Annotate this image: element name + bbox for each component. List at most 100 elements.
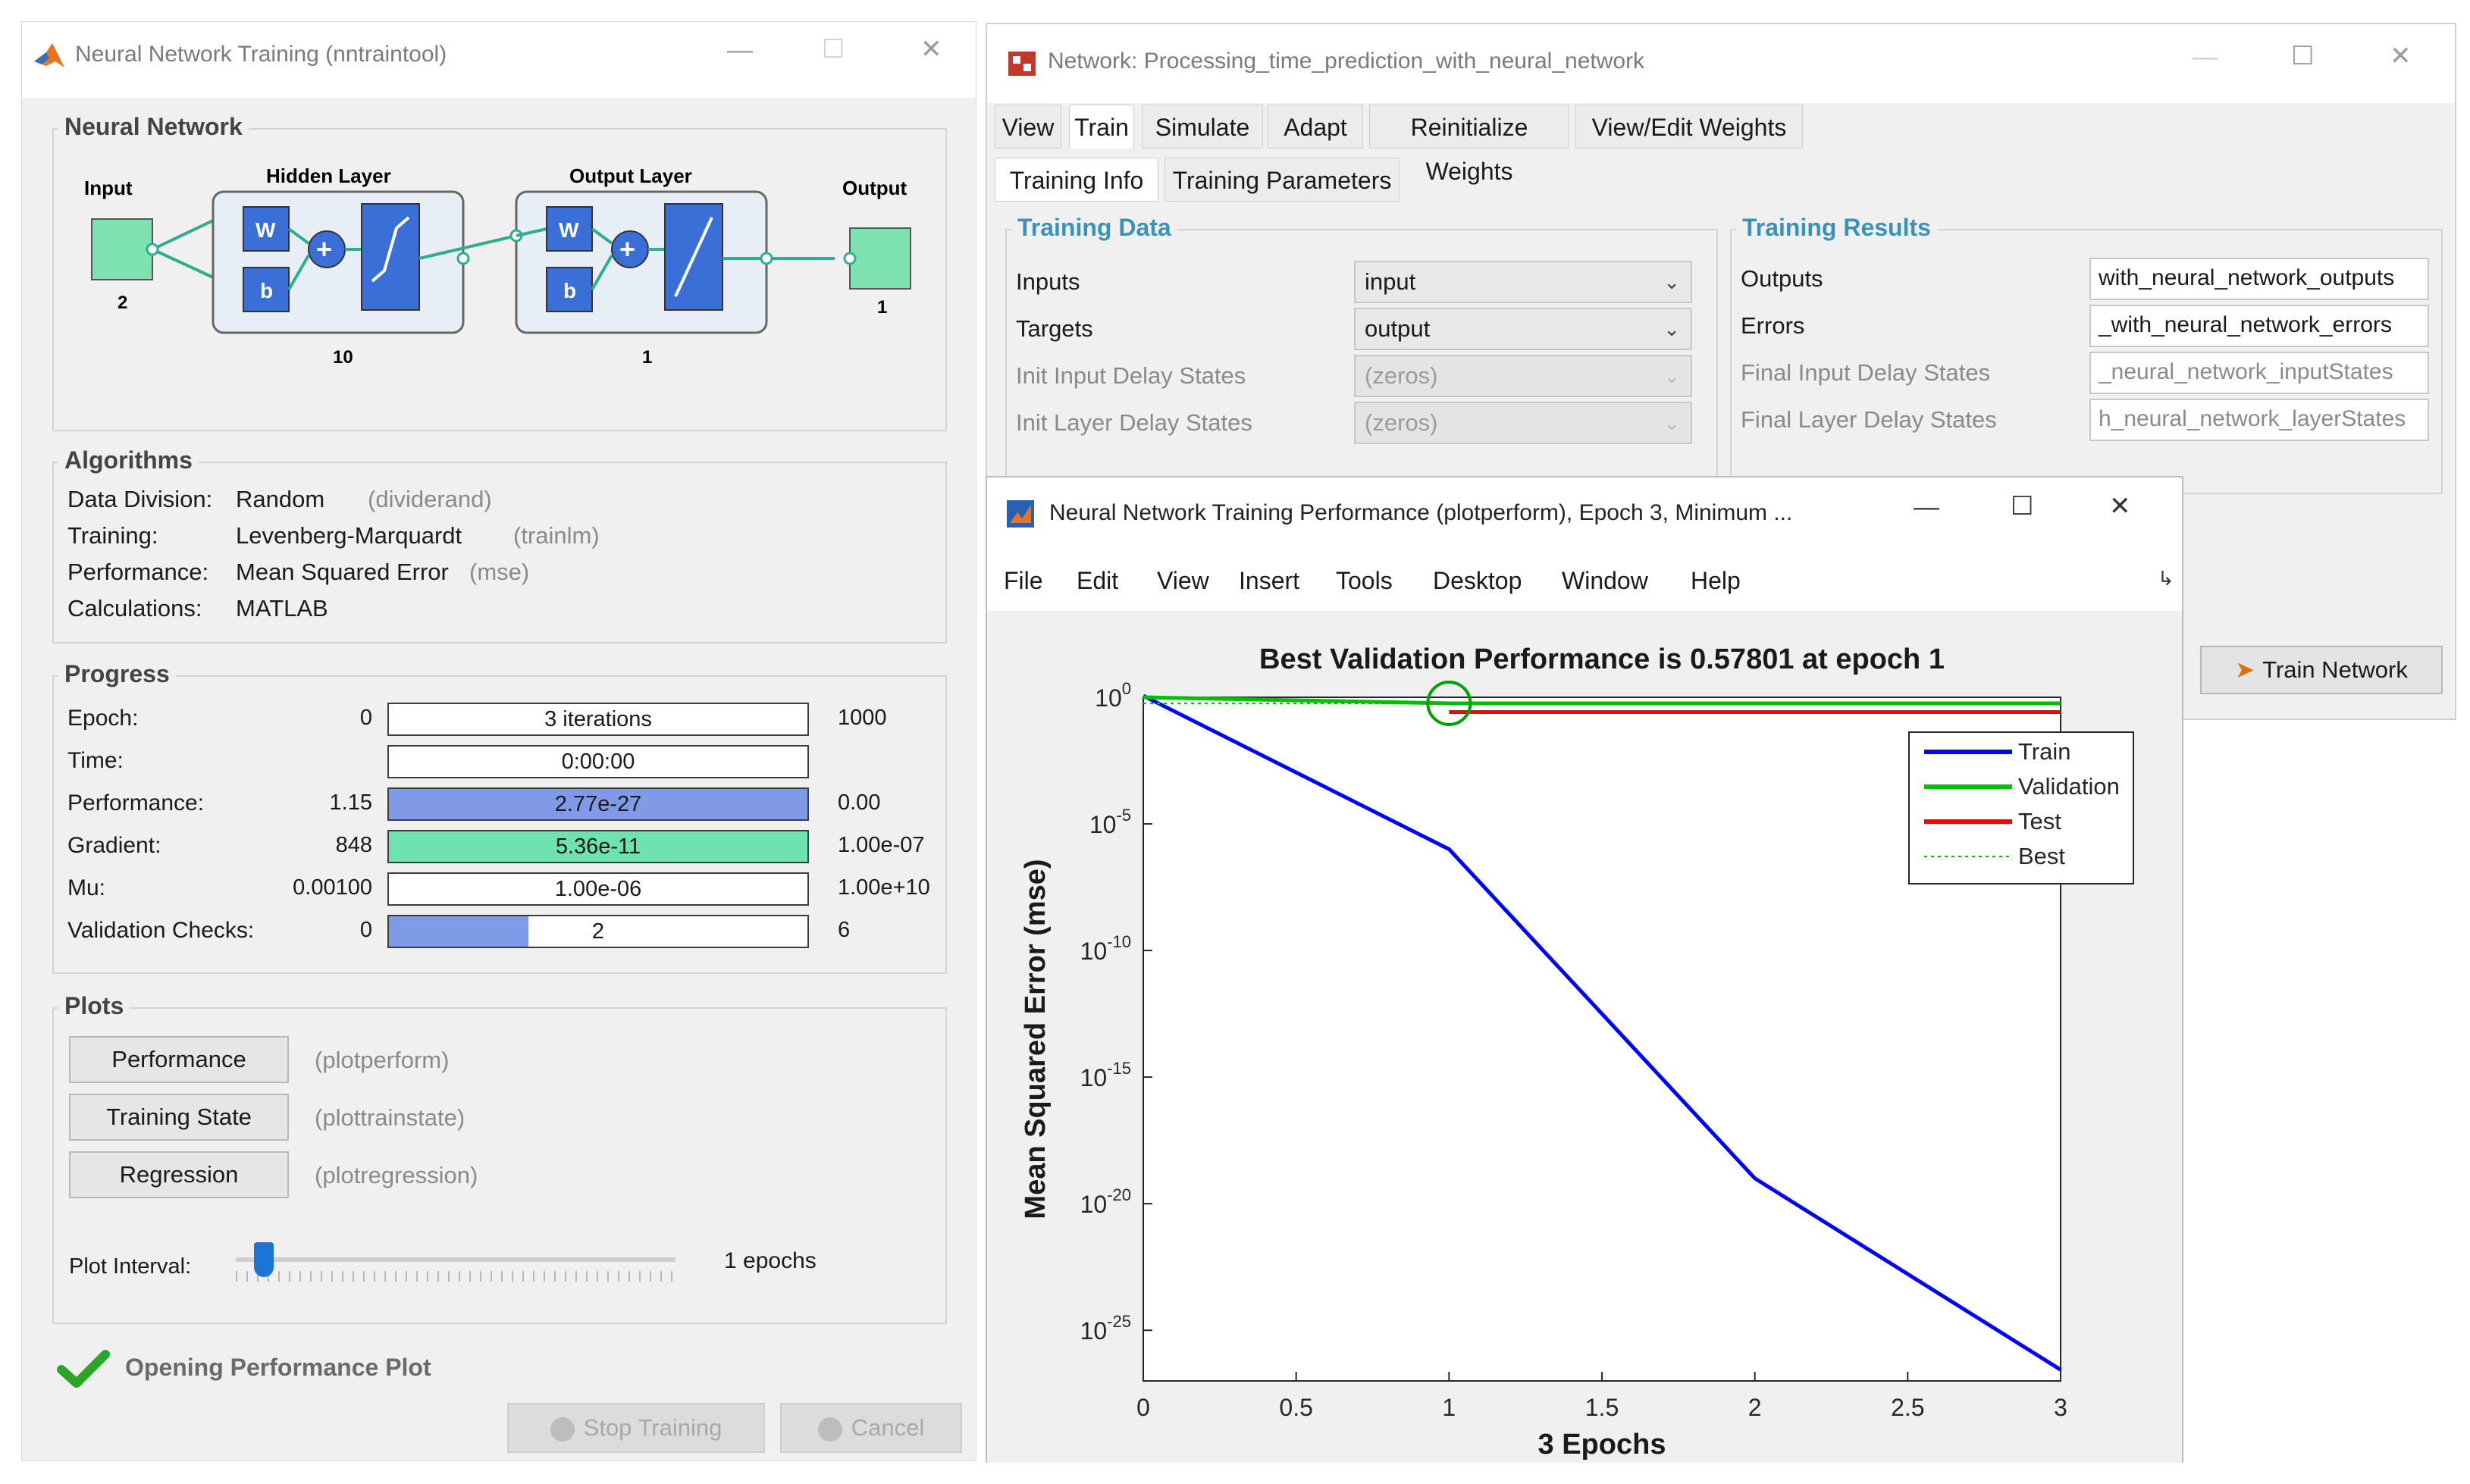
network-subtab-bar: Training Info Training Parameters (995, 158, 2435, 203)
performance-close-button[interactable]: ✕ (2109, 492, 2131, 521)
plot-area (1143, 697, 2061, 1382)
tab-view-edit-weights[interactable]: View/Edit Weights (1575, 105, 1803, 149)
input-size: 2 (118, 293, 127, 313)
tab-adapt[interactable]: Adapt (1268, 105, 1363, 149)
y-tick-label: 10-20 (1080, 1185, 1131, 1218)
hidden-layer-label: Hidden Layer (266, 164, 391, 187)
legend-label: Validation (2018, 773, 2120, 800)
progress-row-label: Time: (67, 748, 124, 773)
network-minimize-button[interactable]: — (2193, 42, 2218, 71)
progress-bar-text: 5.36e-11 (555, 834, 641, 859)
progress-end-value: 0.00 (838, 791, 881, 815)
hidden-w-block (243, 206, 290, 252)
network-window: Network: Processing_time_prediction_with… (986, 23, 2456, 720)
network-diagram: Input 2 Hidden Layer W b + 10 Output Lay… (84, 164, 911, 368)
train-network-button[interactable]: ➤ Train Network (2200, 646, 2443, 694)
plot-button-note: (plottrainstate) (315, 1104, 465, 1131)
stop-icon (550, 1417, 575, 1442)
plot-button-training-state[interactable]: Training State (69, 1094, 289, 1141)
algorithm-note: (mse) (469, 559, 530, 585)
chart-xlabel: 3 Epochs (1538, 1429, 1666, 1461)
progress-row-label: Gradient: (67, 833, 161, 858)
network-maximize-button[interactable]: ☐ (2291, 42, 2315, 70)
performance-title: Neural Network Training Performance (plo… (1049, 500, 1793, 525)
network-tab-bar: View Train Simulate Adapt Reinitialize Weigh… (995, 105, 2435, 185)
training-results-field[interactable]: _with_neural_network_errors (2089, 305, 2429, 347)
chevron-down-icon: ⌄ (1663, 271, 1680, 293)
algorithm-note: (trainlm) (513, 522, 600, 549)
dropdown-value: output (1365, 315, 1431, 342)
progress-row-label: Mu: (67, 875, 106, 900)
close-button[interactable]: ✕ (920, 35, 942, 64)
nntraintool-title: Neural Network Training (nntraintool) (75, 42, 447, 67)
tab-reinitialize-weights[interactable]: Reinitialize Weights (1369, 105, 1569, 185)
x-tick-label: 2 (1748, 1394, 1762, 1421)
cancel-button[interactable]: Cancel (780, 1403, 962, 1453)
menu-file[interactable]: File (1004, 567, 1043, 594)
chart-ylabel: Mean Squared Error (mse) (1020, 859, 1052, 1219)
progress-end-value: 6 (838, 918, 851, 942)
series-line-train (1142, 693, 2062, 1372)
x-tick-label: 2.5 (1891, 1394, 1924, 1421)
progress-bar-text: 2 (591, 919, 605, 944)
menu-help[interactable]: Help (1691, 567, 1741, 594)
menu-desktop[interactable]: Desktop (1433, 567, 1522, 594)
plot-interval-slider-thumb[interactable] (254, 1242, 274, 1277)
tab-simulate[interactable]: Simulate (1142, 105, 1263, 149)
menu-edit[interactable]: Edit (1077, 567, 1119, 594)
stop-training-button[interactable]: Stop Training (507, 1403, 765, 1453)
training-data-row-label: Init Layer Delay States (1016, 409, 1252, 436)
y-tick-label: 100 (1095, 679, 1131, 712)
progress-bar-fill (389, 789, 807, 819)
network-close-button[interactable]: ✕ (2390, 42, 2412, 70)
training-data-group: Training Data Inputs input ⌄ Targets output ⌄… (1005, 214, 1718, 494)
legend-label: Train (2018, 738, 2070, 765)
algorithm-note: (dividerand) (368, 486, 492, 512)
plot-button-performance[interactable]: Performance (69, 1036, 289, 1083)
subtab-training-info[interactable]: Training Info (995, 158, 1158, 202)
menu-insert[interactable]: Insert (1239, 567, 1300, 594)
plot-interval-slider[interactable] (236, 1257, 675, 1262)
progress-bar: 0:00:00 (387, 745, 809, 778)
menu-expand-icon[interactable]: ↳ (2158, 567, 2174, 590)
minimize-button[interactable]: — (727, 36, 753, 64)
progress-bar-text: 0:00:00 (561, 750, 635, 774)
menu-tools[interactable]: Tools (1336, 567, 1393, 594)
training-data-dropdown[interactable]: output ⌄ (1354, 308, 1692, 350)
tab-view[interactable]: View (995, 105, 1061, 149)
hidden-b-block (243, 267, 290, 312)
plot-button-regression[interactable]: Regression (69, 1151, 289, 1198)
menu-window[interactable]: Window (1562, 567, 1648, 594)
chevron-down-icon: ⌄ (1663, 318, 1680, 340)
training-results-field[interactable]: _neural_network_inputStates (2089, 352, 2429, 394)
performance-maximize-button[interactable]: ☐ (2011, 492, 2034, 521)
training-results-field[interactable]: with_neural_network_outputs (2089, 258, 2429, 300)
algorithm-label: Performance: (67, 559, 209, 585)
training-data-dropdown[interactable]: input ⌄ (1354, 261, 1692, 303)
legend-label: Best (2018, 843, 2065, 869)
algorithm-label: Training: (67, 522, 158, 549)
progress-bar-text: 3 iterations (544, 707, 652, 731)
training-results-field[interactable]: h_neural_network_layerStates (2089, 399, 2429, 441)
training-results-group: Training Results Outputs with_neural_netw… (1730, 214, 2443, 494)
training-results-row-label: Final Input Delay States (1741, 359, 1991, 386)
dropdown-value: input (1365, 268, 1416, 295)
neural-network-label: Neural Network (58, 113, 249, 141)
slider-ticks (236, 1271, 675, 1282)
network-titlebar: Network: Processing_time_prediction_with… (987, 24, 2455, 103)
algorithm-label: Data Division: (67, 486, 213, 512)
progress-end-value: 1.00e+10 (838, 875, 930, 900)
subtab-training-parameters[interactable]: Training Parameters (1164, 158, 1400, 202)
x-tick-label: 3 (2054, 1394, 2067, 1421)
dropdown-value: (zeros) (1365, 409, 1438, 436)
tab-train[interactable]: Train (1069, 105, 1134, 149)
progress-start-value: 0 (359, 706, 372, 730)
performance-minimize-button[interactable]: — (1914, 493, 1939, 521)
menu-view[interactable]: View (1157, 567, 1209, 594)
plot-button-note: (plotperform) (315, 1047, 450, 1073)
maximize-button[interactable]: ☐ (822, 35, 845, 64)
plots-group: Plots Performance (plotperform) Training S… (52, 992, 947, 1324)
training-results-label: Training Results (1736, 214, 1937, 242)
plot-button-note: (plotregression) (315, 1162, 478, 1188)
hidden-size: 10 (333, 347, 353, 368)
